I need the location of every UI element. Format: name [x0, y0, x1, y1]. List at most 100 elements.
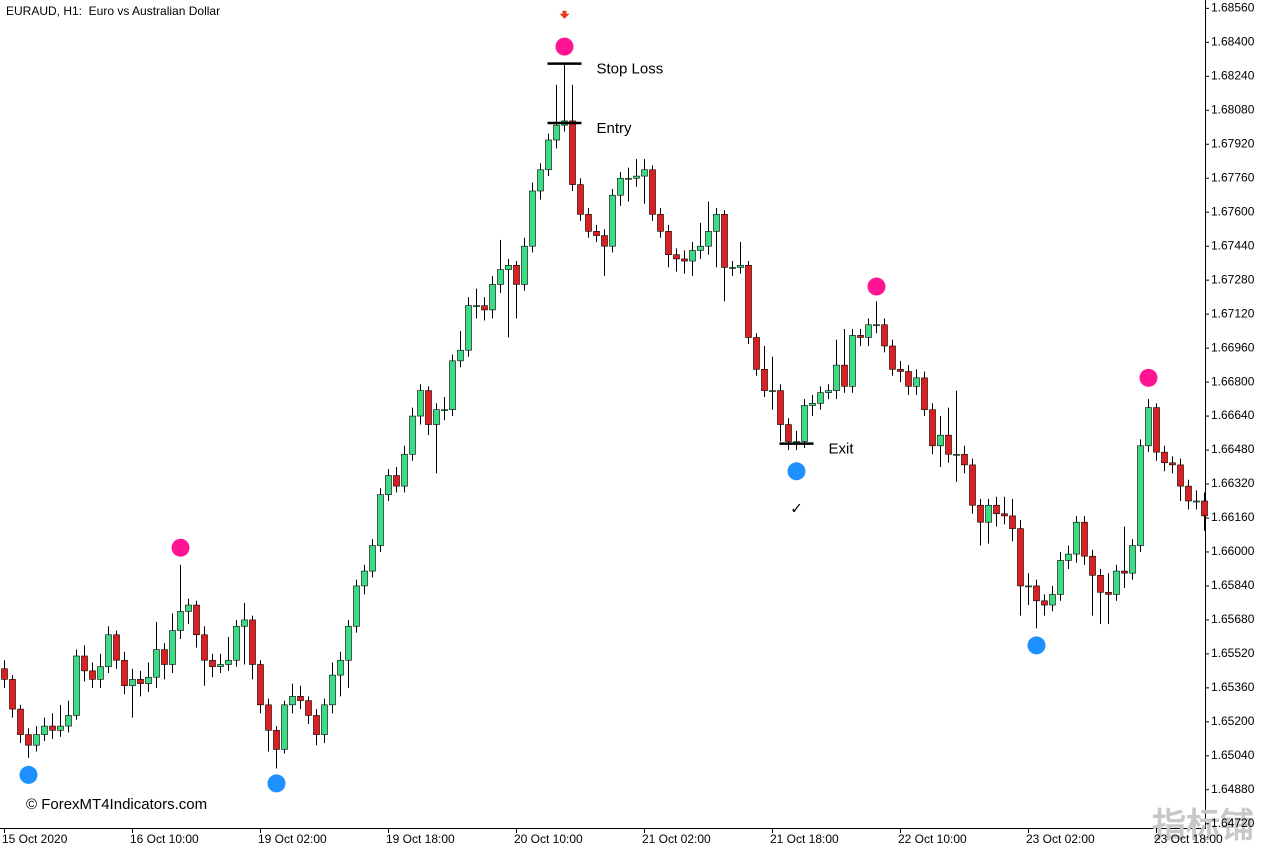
candle-body — [1153, 407, 1160, 453]
candle-body — [817, 392, 824, 404]
candle-body — [1089, 555, 1096, 576]
y-tick-label: 1.68080 — [1211, 102, 1255, 116]
candle-body — [473, 305, 480, 307]
y-tick-label: 1.66000 — [1211, 544, 1255, 558]
candle-body — [81, 655, 88, 672]
candle-body — [1129, 545, 1136, 574]
candle-body — [217, 664, 224, 667]
candle-body — [1113, 570, 1120, 595]
candle-body — [769, 390, 776, 392]
x-tick-label: 22 Oct 10:00 — [898, 832, 967, 846]
candle-body — [409, 415, 416, 455]
candle-body — [1193, 500, 1200, 503]
candle-body — [1057, 560, 1064, 595]
x-tick-label: 19 Oct 02:00 — [258, 832, 327, 846]
candle-body — [57, 725, 64, 731]
candle-body — [129, 679, 136, 687]
x-tick-label: 21 Oct 02:00 — [642, 832, 711, 846]
x-tick-label: 19 Oct 18:00 — [386, 832, 455, 846]
candle-body — [1201, 500, 1208, 517]
candle-body — [537, 169, 544, 192]
candle-body — [585, 214, 592, 232]
candle-body — [449, 360, 456, 410]
candle-body — [329, 674, 336, 706]
candle-body — [569, 120, 576, 185]
candle-body — [873, 324, 880, 327]
candle-body — [393, 475, 400, 487]
y-tick-label: 1.68240 — [1211, 68, 1255, 82]
y-tick-label: 1.66960 — [1211, 340, 1255, 354]
candle-body — [401, 453, 408, 487]
candle-body — [641, 169, 648, 177]
candle-body — [257, 664, 264, 706]
candle-body — [385, 475, 392, 495]
x-tick-label: 23 Oct 02:00 — [1026, 832, 1095, 846]
y-tick-label: 1.66480 — [1211, 442, 1255, 456]
sell-signal — [171, 538, 190, 557]
candle-body — [209, 659, 216, 667]
candle-body — [1065, 553, 1072, 561]
candle-body — [793, 441, 800, 443]
y-tick-label: 1.67920 — [1211, 136, 1255, 150]
candle-body — [865, 324, 872, 338]
candle-body — [857, 335, 864, 338]
candle-body — [841, 364, 848, 387]
candle-body — [1169, 462, 1176, 466]
candle-body — [225, 659, 232, 665]
candle-body — [921, 377, 928, 410]
candle-body — [297, 696, 304, 701]
signal-arrow — [559, 10, 570, 19]
candle-body — [961, 453, 968, 466]
candle-body — [17, 708, 24, 735]
candle-body — [161, 649, 168, 665]
sell-signal — [1139, 368, 1158, 387]
candle-body — [73, 655, 80, 716]
candle-body — [753, 337, 760, 370]
y-tick-label: 1.67280 — [1211, 272, 1255, 286]
candle-body — [153, 649, 160, 678]
candle-body — [1105, 592, 1112, 595]
candle-body — [985, 504, 992, 523]
candle-body — [305, 700, 312, 716]
candle-body — [1081, 521, 1088, 557]
y-tick-label: 1.66800 — [1211, 374, 1255, 388]
y-tick-label: 1.65840 — [1211, 578, 1255, 592]
candle-body — [577, 184, 584, 215]
buy-signal — [787, 462, 806, 481]
buy-signal — [19, 765, 38, 784]
candle-body — [1185, 485, 1192, 502]
candle-body — [281, 704, 288, 750]
candle-body — [777, 390, 784, 425]
exit-check: ✓ — [790, 500, 803, 517]
candle-body — [137, 679, 144, 684]
candle-body — [729, 267, 736, 269]
candle-body — [649, 169, 656, 215]
candle-body — [25, 734, 32, 746]
candle-body — [49, 725, 56, 731]
y-tick-label: 1.66640 — [1211, 408, 1255, 422]
candle-body — [1017, 528, 1024, 587]
candle-body — [673, 254, 680, 260]
candle-body — [977, 504, 984, 523]
y-tick-label: 1.68560 — [1211, 1, 1255, 15]
candle-body — [593, 231, 600, 236]
candle-body — [97, 666, 104, 680]
y-tick-label: 1.64720 — [1211, 816, 1255, 830]
candle-body — [9, 679, 16, 710]
candle-body — [721, 214, 728, 268]
candle-body — [761, 369, 768, 391]
candle-body — [625, 177, 632, 180]
candle-body — [529, 190, 536, 247]
candle-body — [433, 409, 440, 425]
candle-body — [745, 265, 752, 338]
candle-body — [337, 659, 344, 676]
y-tick-label: 1.67600 — [1211, 204, 1255, 218]
candle-body — [937, 434, 944, 447]
candle-body — [369, 545, 376, 572]
level-label: Exit — [829, 441, 855, 458]
candle-body — [497, 269, 504, 285]
candle-body — [513, 265, 520, 285]
candle-body — [617, 177, 624, 196]
